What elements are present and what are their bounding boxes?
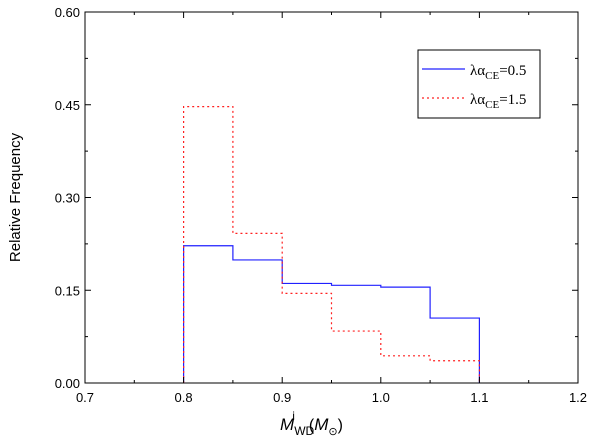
legend-label-series-1: λαCE=0.5 [470, 63, 526, 82]
x-label-paren-close: ) [338, 417, 343, 434]
x-label-unit-symbol: M [314, 415, 329, 434]
legend-box [417, 49, 541, 119]
y-tick-label: 0.00 [55, 376, 80, 391]
x-tick-label: 1.0 [372, 390, 390, 405]
x-tick-label: 1.1 [470, 390, 488, 405]
x-label-superscript: i [292, 409, 295, 423]
x-tick-label: 1.2 [569, 390, 587, 405]
histogram-series-1 [183, 245, 480, 383]
series-layer [183, 106, 480, 383]
x-label-subscript: WD [294, 424, 314, 438]
ticks-layer: 0.7 0.8 0.9 1.0 1.1 1.2 0.00 0.15 0.30 0.45 0.60 [55, 5, 587, 405]
y-axis-label: Relative Frequency [7, 132, 24, 262]
x-label-symbol: M [280, 415, 295, 434]
y-tick-label: 0.30 [55, 191, 80, 206]
histogram-series-2 [183, 106, 480, 383]
x-axis-label: MWDi(M⊙) [280, 409, 343, 438]
legend: λαCE=0.5 λαCE=1.5 [417, 49, 541, 119]
x-tick-label: 0.7 [76, 390, 94, 405]
y-tick-label: 0.15 [55, 283, 80, 298]
x-tick-label: 0.8 [175, 390, 193, 405]
legend-label-series-2: λαCE=1.5 [470, 92, 526, 111]
x-label-unit-subscript: ⊙ [328, 426, 337, 438]
x-label-paren-open: ( [309, 417, 315, 434]
y-tick-label: 0.60 [55, 5, 80, 20]
x-tick-label: 0.9 [273, 390, 291, 405]
y-tick-label: 0.45 [55, 98, 80, 113]
